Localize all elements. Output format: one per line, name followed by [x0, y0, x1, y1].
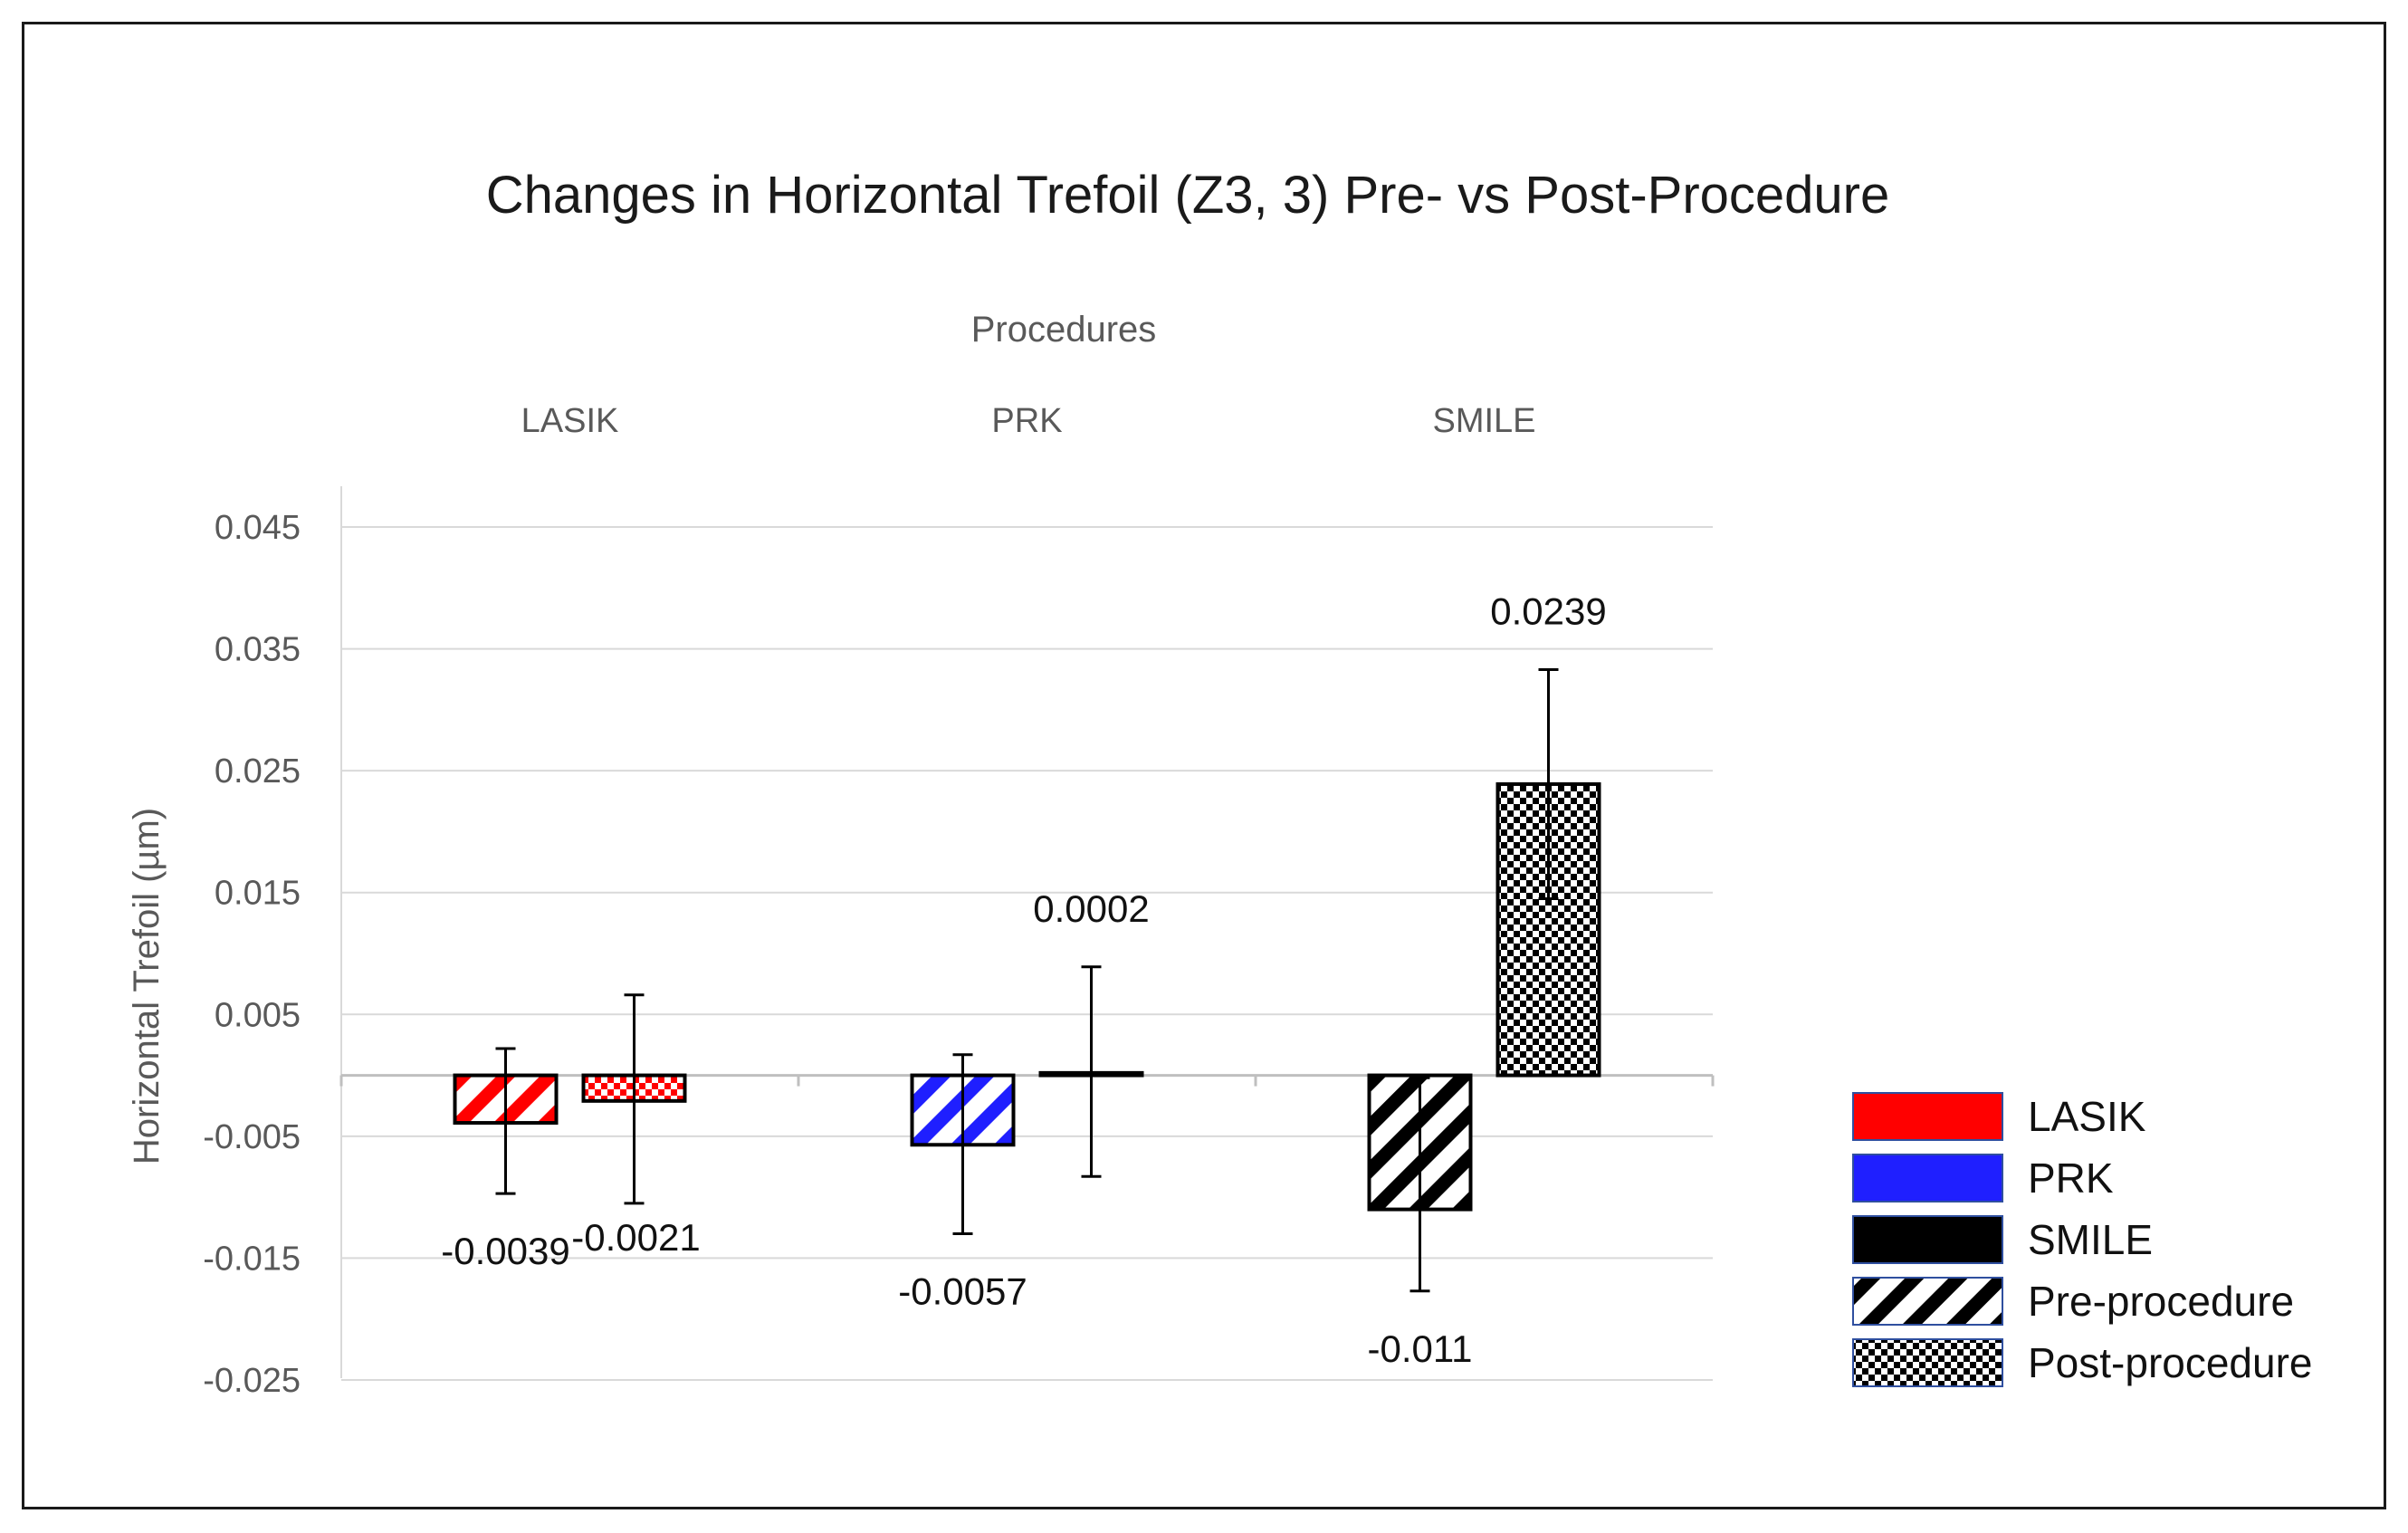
legend: LASIK PRK SMILE Pre-procedure Post-procedure [1852, 1092, 2313, 1387]
legend-swatch [1852, 1277, 2003, 1326]
data-label: -0.0039 [441, 1230, 569, 1272]
legend-swatch [1852, 1154, 2003, 1202]
y-tick-label: -0.025 [203, 1362, 301, 1400]
legend-swatch [1852, 1338, 2003, 1387]
category-label: PRK [991, 402, 1062, 440]
gridlines [339, 486, 1715, 1381]
y-tick-label: 0.045 [215, 509, 301, 547]
y-tick-label: 0.025 [215, 752, 301, 790]
bar-checker-smile [1495, 781, 1601, 1078]
chart-frame: Changes in Horizontal Trefoil (Z3, 3) Pr… [22, 22, 2386, 1509]
legend-label: LASIK [2028, 1093, 2146, 1140]
category-label: LASIK [521, 402, 619, 440]
chart-title: Changes in Horizontal Trefoil (Z3, 3) Pr… [486, 166, 1890, 225]
data-label: 0.0002 [1033, 887, 1149, 930]
y-axis-title: Horizontal Trefoil (µm) [127, 808, 167, 1164]
legend-swatch [1852, 1215, 2003, 1264]
legend-label: PRK [2028, 1155, 2114, 1202]
data-label: -0.011 [1368, 1327, 1473, 1370]
y-tick-label: -0.005 [203, 1118, 301, 1156]
chart-text: Changes in Horizontal Trefoil (Z3, 3) Pr… [127, 166, 1889, 1400]
y-tick-label: 0.005 [215, 996, 301, 1034]
data-label: -0.0057 [898, 1270, 1027, 1313]
y-tick-label: 0.015 [215, 875, 301, 913]
y-tick-label: 0.035 [215, 631, 301, 669]
data-label: 0.0239 [1490, 589, 1606, 632]
legend-label: SMILE [2028, 1216, 2153, 1263]
data-label: -0.0021 [571, 1216, 700, 1259]
legend-label: Pre-procedure [2028, 1278, 2294, 1325]
y-tick-label: -0.015 [203, 1240, 301, 1278]
legend-label: Post-procedure [2028, 1339, 2313, 1386]
bars [453, 781, 1601, 1212]
error-bars [495, 667, 1559, 1293]
category-label: SMILE [1432, 402, 1535, 440]
x-axis-title: Procedures [971, 310, 1157, 350]
chart-svg: Changes in Horizontal Trefoil (Z3, 3) Pr… [127, 166, 2313, 1400]
legend-swatch [1852, 1092, 2003, 1141]
